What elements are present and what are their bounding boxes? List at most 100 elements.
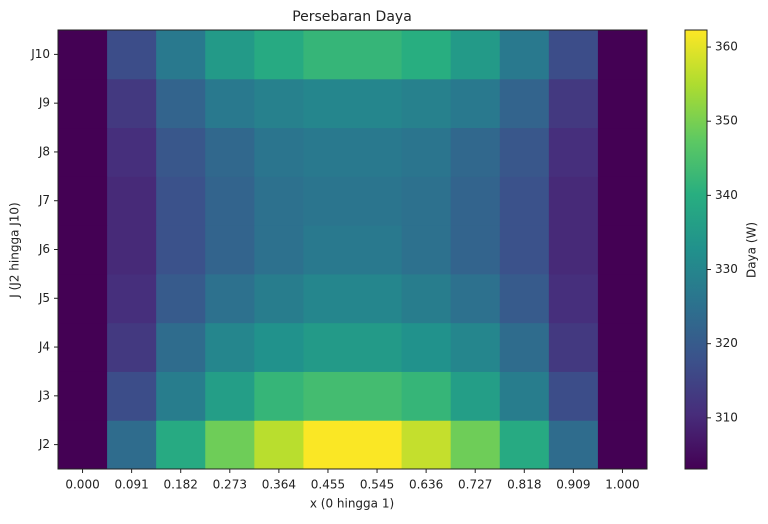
heat-cell [499, 371, 550, 421]
heat-cell [548, 176, 599, 226]
heat-cell [107, 225, 157, 275]
heat-cell [597, 225, 648, 275]
heat-cell [58, 30, 108, 80]
heat-cell [499, 176, 550, 226]
heat-cell [107, 371, 157, 421]
heat-cell [548, 78, 599, 129]
heat-cell [401, 127, 452, 177]
x-tick-label: 0.818 [507, 478, 541, 492]
heat-cell [58, 225, 108, 275]
heat-cell [597, 127, 648, 177]
heat-cell [107, 30, 157, 80]
heat-cell [254, 225, 304, 275]
heat-cell [254, 30, 304, 80]
heat-cell [205, 30, 255, 80]
heat-cell [107, 273, 157, 324]
heat-cell [303, 273, 353, 324]
y-tick-label: J3 [38, 388, 50, 402]
heat-cell [401, 176, 452, 226]
x-tick-label: 0.273 [213, 478, 247, 492]
heat-cell [156, 176, 206, 226]
heat-cell [156, 30, 206, 80]
heat-cell [450, 420, 501, 470]
chart-title: Persebaran Daya [292, 9, 412, 25]
heat-cell [58, 127, 108, 177]
heat-cell [450, 322, 501, 372]
heat-cell [499, 420, 550, 470]
heat-cell [548, 127, 599, 177]
heat-cell [450, 78, 501, 129]
heat-cell [352, 371, 403, 421]
x-tick-label: 0.091 [114, 478, 148, 492]
heat-cell [597, 322, 648, 372]
heat-cell [499, 78, 550, 129]
heat-cell [205, 225, 255, 275]
heat-cell [205, 127, 255, 177]
x-tick-label: 0.182 [164, 478, 198, 492]
heat-cell [401, 371, 452, 421]
heat-cell [107, 420, 157, 470]
heat-cell [352, 322, 403, 372]
heat-cell [499, 30, 550, 80]
heat-cell [205, 78, 255, 129]
heat-cell [548, 225, 599, 275]
heat-cell [597, 176, 648, 226]
heat-cell [156, 420, 206, 470]
heat-cell [156, 127, 206, 177]
heat-cell [450, 30, 501, 80]
x-tick-label: 0.455 [311, 478, 345, 492]
heat-cell [107, 176, 157, 226]
heat-cell [401, 30, 452, 80]
colorbar [684, 29, 708, 470]
heat-cell [597, 420, 648, 470]
heat-cell [303, 30, 353, 80]
heat-cell [450, 225, 501, 275]
heat-cell [107, 78, 157, 129]
heat-cell [303, 371, 353, 421]
heat-cell [58, 176, 108, 226]
heat-cell [58, 78, 108, 129]
y-tick-label: J10 [30, 47, 50, 61]
heat-cell [450, 127, 501, 177]
x-tick-label: 0.636 [409, 478, 443, 492]
heat-cell [450, 176, 501, 226]
colorbar-tick-label: 350 [715, 114, 738, 128]
heat-cell [303, 176, 353, 226]
colorbar-tick-label: 310 [715, 410, 738, 424]
heat-cell [597, 273, 648, 324]
heat-cell [303, 78, 353, 129]
colorbar-tick-label: 330 [715, 262, 738, 276]
heat-cell [254, 78, 304, 129]
heat-cell [156, 322, 206, 372]
heat-cell [205, 371, 255, 421]
heat-cell [303, 420, 353, 470]
y-tick-label: J9 [38, 96, 50, 110]
x-tick-label: 0.909 [556, 478, 590, 492]
heat-cell [352, 127, 403, 177]
heat-cell [401, 322, 452, 372]
heat-cell [499, 225, 550, 275]
heat-cell [499, 322, 550, 372]
y-tick-label: J2 [38, 437, 50, 451]
heat-cell [352, 176, 403, 226]
heat-cell [254, 176, 304, 226]
colorbar-tick-label: 360 [715, 40, 738, 54]
heat-cell [303, 127, 353, 177]
heat-cell [401, 78, 452, 129]
heat-cell [254, 127, 304, 177]
heat-cell [597, 78, 648, 129]
heat-cell [107, 127, 157, 177]
x-tick-label: 0.364 [262, 478, 296, 492]
heat-cell [548, 30, 599, 80]
heat-cell [254, 273, 304, 324]
heat-cell [254, 371, 304, 421]
heat-cell [352, 420, 403, 470]
heat-cell [254, 420, 304, 470]
heat-cell [205, 420, 255, 470]
heat-cell [254, 322, 304, 372]
y-tick-label: J6 [38, 242, 50, 256]
heat-cell [58, 371, 108, 421]
y-tick-label: J5 [38, 291, 50, 305]
heat-cell [156, 225, 206, 275]
heat-cell [450, 273, 501, 324]
